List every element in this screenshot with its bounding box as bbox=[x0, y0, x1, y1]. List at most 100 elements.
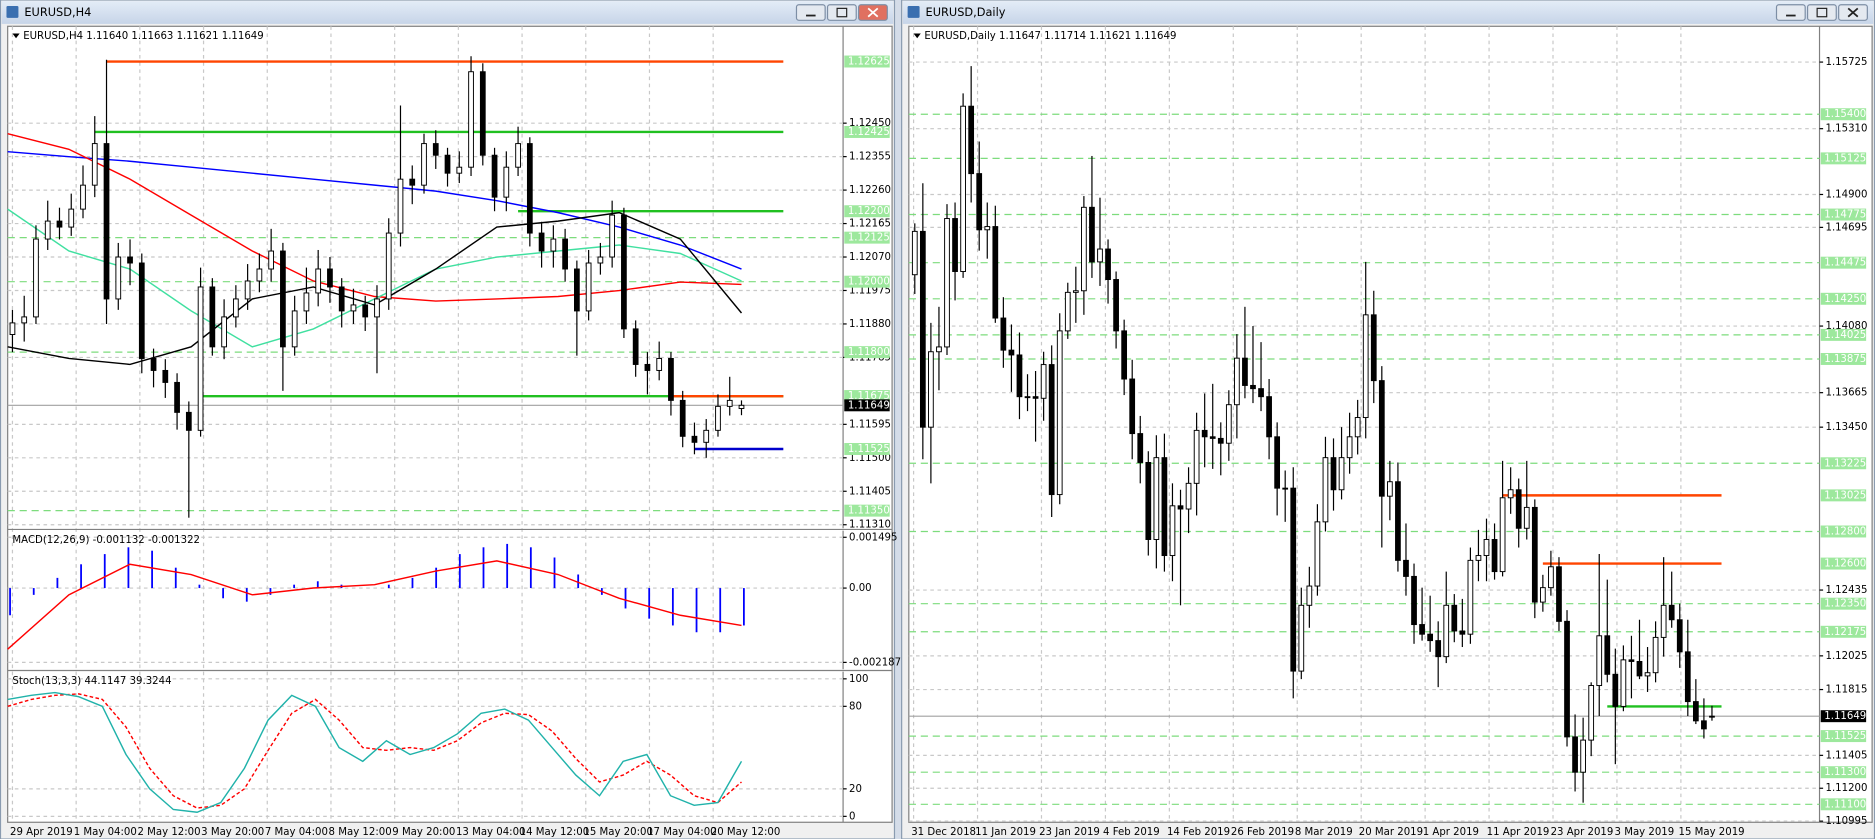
candle-body bbox=[1467, 559, 1474, 635]
level-label: 1.14475 bbox=[1824, 258, 1866, 269]
candle-body bbox=[585, 262, 592, 312]
y-tick-label: 1.11200 bbox=[1826, 783, 1868, 794]
candle-body bbox=[56, 220, 63, 228]
level-label-box bbox=[844, 55, 890, 68]
candle-body bbox=[1636, 660, 1643, 677]
candle-body bbox=[138, 262, 145, 359]
last-price-label: 1.11649 bbox=[848, 400, 890, 411]
candle-body bbox=[952, 218, 958, 272]
candle-body bbox=[103, 143, 110, 300]
candle-body bbox=[1314, 521, 1321, 587]
y-tick-label: 20 bbox=[849, 784, 862, 795]
y-tick-label: 1.14695 bbox=[1826, 222, 1868, 233]
candle-body bbox=[21, 316, 28, 324]
x-tick-label: 11 Apr 2019 bbox=[1487, 827, 1550, 838]
candle-body bbox=[1024, 396, 1031, 399]
candle-body bbox=[1387, 481, 1393, 497]
candle-body bbox=[679, 399, 686, 437]
candle-body bbox=[936, 346, 942, 353]
candle-body bbox=[409, 178, 416, 186]
candle-body bbox=[197, 286, 204, 431]
level-label: 1.12175 bbox=[1824, 627, 1866, 638]
x-tick-label: 20 May 12:00 bbox=[711, 827, 781, 838]
x-tick-label: 4 Feb 2019 bbox=[1103, 827, 1160, 838]
candle-body bbox=[280, 250, 286, 348]
candle-body bbox=[185, 411, 192, 431]
candle-body bbox=[1531, 506, 1538, 603]
macd-signal-line bbox=[7, 560, 742, 650]
level-label: 1.14775 bbox=[1824, 210, 1866, 221]
level-label-box bbox=[844, 275, 890, 288]
y-tick-label: 1.11310 bbox=[849, 520, 891, 531]
y-tick-label: 0.001495 bbox=[849, 532, 897, 543]
title-bar bbox=[1, 1, 894, 24]
minimize-button[interactable] bbox=[1775, 4, 1806, 21]
candle-body bbox=[621, 214, 627, 330]
level-label-box bbox=[1820, 597, 1867, 610]
restore-button[interactable] bbox=[1806, 4, 1837, 21]
candle-body bbox=[538, 232, 545, 252]
candle-body bbox=[1016, 354, 1023, 398]
y-tick-label: 1.15725 bbox=[1826, 57, 1868, 68]
y-tick-label: 1.12260 bbox=[849, 185, 891, 196]
candle-body bbox=[150, 357, 157, 371]
restore-glyph bbox=[1816, 7, 1828, 18]
candle-body bbox=[1201, 429, 1208, 438]
candle-body bbox=[1266, 396, 1272, 438]
y-tick-label: 1.12450 bbox=[849, 118, 891, 129]
candle-body bbox=[1435, 640, 1442, 658]
candle-body bbox=[162, 369, 169, 383]
y-tick-label: 1.10995 bbox=[1826, 816, 1868, 827]
restore-button[interactable] bbox=[826, 4, 857, 21]
window-title: EURUSD,Daily bbox=[926, 5, 1006, 19]
candle-body bbox=[1250, 384, 1256, 390]
x-tick-label: 13 May 04:00 bbox=[456, 827, 526, 838]
candle-body bbox=[1580, 739, 1586, 773]
level-label: 1.13875 bbox=[1824, 354, 1866, 365]
x-tick-label: 23 Apr 2019 bbox=[1551, 827, 1614, 838]
candle-body bbox=[1483, 539, 1490, 557]
level-label-box bbox=[1820, 730, 1867, 743]
level-label: 1.12800 bbox=[1824, 526, 1866, 537]
x-tick-label: 1 May 04:00 bbox=[74, 827, 137, 838]
level-label-box bbox=[1820, 557, 1867, 570]
level-label: 1.12200 bbox=[848, 206, 890, 217]
level-label: 1.15125 bbox=[1824, 153, 1866, 164]
candle-body bbox=[444, 154, 451, 174]
candle-body bbox=[1258, 388, 1264, 398]
y-tick-label: 1.13665 bbox=[1826, 388, 1868, 399]
candle-body bbox=[397, 178, 404, 234]
candle-body bbox=[644, 363, 651, 371]
candle-body bbox=[327, 268, 333, 288]
y-tick-label: 1.13450 bbox=[1826, 422, 1868, 433]
y-tick-label: 1.12435 bbox=[1826, 585, 1868, 596]
y-tick-label: 80 bbox=[849, 701, 862, 712]
level-label-box bbox=[1820, 489, 1867, 502]
y-tick-label: 0 bbox=[849, 811, 855, 822]
level-label: 1.11350 bbox=[848, 506, 890, 517]
level-label-box bbox=[1820, 256, 1867, 269]
minimize-button[interactable] bbox=[795, 4, 826, 21]
last-price-label: 1.11649 bbox=[1824, 711, 1866, 722]
x-tick-label: 26 Feb 2019 bbox=[1231, 827, 1294, 838]
candle-body bbox=[1523, 506, 1530, 529]
candle-body bbox=[944, 218, 950, 348]
candle-body bbox=[1443, 604, 1450, 658]
level-label-box bbox=[1820, 108, 1867, 121]
candle-body bbox=[209, 286, 216, 348]
candle-body bbox=[1153, 457, 1160, 540]
title-bar bbox=[902, 1, 1874, 24]
x-tick-label: 9 May 20:00 bbox=[392, 827, 455, 838]
candle-body bbox=[479, 71, 486, 156]
level-label-box bbox=[1820, 352, 1867, 365]
candle-body bbox=[1652, 636, 1659, 674]
candle-body bbox=[503, 166, 510, 198]
candle-body bbox=[456, 166, 463, 174]
candle-body bbox=[968, 105, 975, 175]
moving-average bbox=[7, 150, 742, 270]
level-label: 1.12625 bbox=[848, 57, 890, 68]
y-tick-label: 1.11975 bbox=[849, 285, 891, 296]
candle-body bbox=[1298, 604, 1305, 672]
candle-body bbox=[1620, 659, 1627, 707]
candle-body bbox=[1193, 429, 1200, 484]
